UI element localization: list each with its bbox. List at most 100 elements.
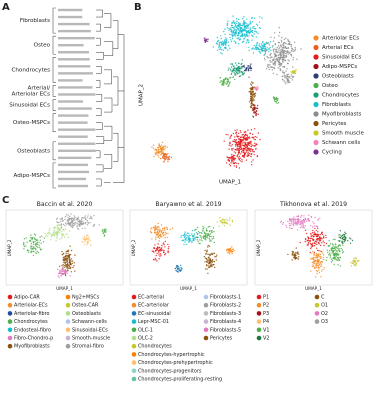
cell-point	[228, 44, 230, 47]
cell-point	[66, 233, 68, 235]
cell-point	[254, 138, 256, 141]
cell-point	[157, 222, 159, 225]
cell-point	[243, 149, 245, 151]
group-label: Arteriolar ECs	[12, 91, 51, 97]
cell-point	[231, 64, 234, 66]
legend-swatch	[256, 294, 262, 300]
cell-point	[61, 237, 63, 239]
cell-point	[162, 241, 165, 244]
cell-point	[283, 74, 285, 76]
cell-point	[258, 27, 261, 29]
cell-point	[63, 236, 66, 238]
legend-swatch	[65, 335, 71, 341]
legend-label: Fibroblasts-5	[210, 327, 241, 333]
cell-point	[249, 22, 252, 24]
cell-point	[158, 246, 161, 249]
cell-point	[212, 264, 214, 266]
cell-point	[302, 222, 304, 224]
cell-point	[292, 223, 294, 226]
cell-point	[240, 35, 242, 38]
cell-point	[156, 247, 158, 250]
cell-point	[233, 29, 235, 32]
cell-point	[69, 215, 71, 218]
cell-point	[267, 66, 269, 69]
cell-point	[338, 253, 340, 255]
cell-point	[249, 66, 252, 68]
cell-point	[317, 241, 319, 244]
cell-point	[265, 49, 267, 52]
leaf-label-placeholder	[58, 44, 84, 47]
cell-point	[184, 235, 186, 238]
cell-point	[293, 254, 295, 256]
cell-point	[74, 254, 76, 256]
cell-point	[210, 240, 212, 242]
cell-point	[181, 234, 183, 237]
cell-point	[236, 27, 239, 30]
cell-point	[52, 227, 54, 229]
cell-point	[205, 228, 208, 230]
cell-point	[252, 26, 254, 28]
cell-point	[227, 158, 230, 161]
cell-point	[299, 241, 301, 244]
cell-point	[205, 239, 207, 241]
cell-point	[73, 222, 75, 224]
cell-point	[332, 256, 335, 259]
cell-point	[331, 247, 334, 249]
cell-point	[342, 236, 345, 238]
cell-point	[228, 27, 230, 30]
cell-point	[56, 237, 58, 240]
cell-point	[311, 257, 313, 259]
cell-point	[74, 223, 76, 226]
cell-point	[297, 222, 299, 224]
cell-point	[277, 58, 279, 60]
cell-point	[66, 267, 69, 270]
cell-point	[26, 250, 28, 252]
cell-point	[101, 229, 104, 231]
cell-point	[243, 154, 245, 156]
cell-point	[265, 48, 267, 50]
cell-point	[31, 248, 33, 250]
cell-point	[212, 237, 215, 239]
cell-point	[290, 55, 293, 57]
cell-point	[253, 145, 255, 147]
cell-point	[62, 264, 64, 266]
cell-point	[84, 215, 87, 217]
cell-point	[155, 227, 158, 229]
cell-point	[303, 219, 305, 221]
cell-point	[64, 271, 67, 273]
cell-point	[284, 77, 286, 79]
cell-point	[240, 34, 242, 37]
cell-point	[34, 243, 37, 246]
cell-point	[38, 244, 40, 246]
cell-point	[164, 155, 167, 158]
legend-label: Pericytes	[322, 121, 347, 127]
cell-point	[230, 162, 232, 164]
cell-point	[81, 223, 83, 226]
legend-label: OLC-2	[138, 336, 153, 342]
cell-point	[328, 239, 330, 242]
cell-point	[56, 228, 59, 230]
cell-point	[294, 48, 297, 50]
cell-point	[231, 26, 234, 29]
cell-point	[202, 227, 204, 230]
cell-point	[238, 18, 240, 21]
cell-point	[93, 224, 95, 226]
cell-point	[205, 41, 207, 43]
cell-point	[168, 246, 170, 248]
cell-point	[164, 158, 166, 160]
cell-point	[243, 21, 245, 23]
cell-point	[162, 249, 164, 251]
cell-point	[59, 238, 61, 240]
cell-point	[216, 36, 218, 39]
cell-point	[207, 226, 209, 228]
cell-point	[292, 76, 294, 79]
cell-point	[161, 247, 163, 249]
cell-point	[244, 133, 247, 136]
cell-point	[237, 163, 240, 165]
cell-point	[177, 265, 179, 268]
cell-point	[224, 33, 226, 35]
cell-point	[223, 225, 226, 227]
cell-point	[183, 239, 185, 241]
cell-point	[241, 151, 243, 153]
cell-point	[166, 228, 168, 231]
